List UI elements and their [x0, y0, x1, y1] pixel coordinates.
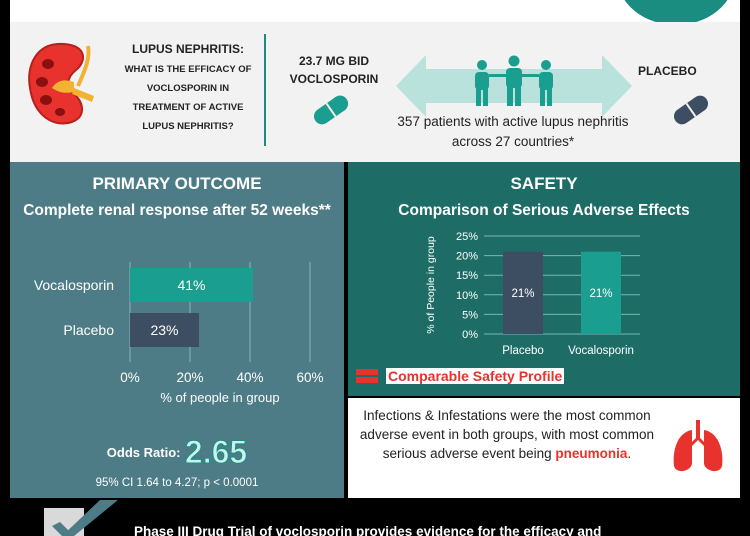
bar: [503, 251, 543, 334]
footer: Phase III Drug Trial of voclosporin prov…: [10, 500, 740, 536]
odds-ratio-value: 2.65: [184, 434, 248, 471]
primary-outcome-panel: PRIMARY OUTCOME Complete renal response …: [10, 162, 344, 498]
data-label: 21%: [511, 288, 534, 300]
data-label: 23%: [150, 322, 178, 338]
bar: [130, 313, 199, 347]
infections-text-after: .: [627, 446, 632, 461]
research-question: LUPUS NEPHRITIS: WHAT IS THE EFFICACY OF…: [118, 42, 258, 136]
primary-subtitle: Complete renal response after 52 weeks**: [23, 202, 331, 219]
header-divider: [264, 34, 266, 146]
x-tick-label: 60%: [296, 370, 323, 385]
pneumonia-highlight: pneumonia: [555, 446, 628, 461]
y-tick-label: 10%: [456, 290, 478, 302]
question-body: WHAT IS THE EFFICACY OF VOCLOSPORIN IN T…: [124, 64, 252, 132]
infections-text-before: Infections & Infestations were the most …: [359, 408, 655, 461]
x-tick-label: 40%: [236, 370, 263, 385]
patients-text: 357 patients with active lupus nephritis…: [397, 114, 629, 149]
infections-panel: Infections & Infestations were the most …: [348, 398, 740, 498]
data-label: 21%: [589, 288, 612, 300]
y-tick-label: 20%: [456, 251, 478, 263]
bar: [130, 268, 253, 302]
top-strip: [10, 0, 740, 22]
comparison-arrow-icon: [396, 55, 632, 117]
bar: [581, 251, 621, 334]
x-tick-label: 20%: [176, 370, 203, 385]
equals-icon: [356, 369, 378, 383]
x-axis-title: % of people in group: [160, 390, 279, 405]
drug-label: 23.7 MG BID VOCLOSPORIN: [289, 54, 379, 86]
confidence-interval: 95% CI 1.64 to 4.27; p < 0.0001: [95, 477, 259, 489]
checkmark-icon: [44, 500, 118, 536]
odds-ratio: Odds Ratio: 2.65: [10, 434, 344, 471]
header-panel: LUPUS NEPHRITIS: WHAT IS THE EFFICACY OF…: [10, 22, 740, 162]
primary-outcome-chart: 0% 20% 40% 60% Vocalosporin 41% Placebo 23% % of…: [34, 262, 324, 405]
comparable-safety: Comparable Safety Profile: [356, 368, 565, 384]
data-label: 41%: [177, 277, 205, 293]
category-label: Vocalosporin: [568, 345, 634, 357]
y-axis-title: % of People in group: [425, 236, 437, 334]
safety-subtitle: Comparison of Serious Adverse Effects: [398, 202, 690, 219]
footer-text: Phase III Drug Trial of voclosporin prov…: [134, 524, 602, 536]
primary-title: PRIMARY OUTCOME: [92, 174, 262, 193]
teal-pill-icon: [313, 95, 349, 125]
category-label: Placebo: [502, 345, 544, 357]
lungs-icon: [673, 420, 723, 472]
kidney-icon: [28, 42, 94, 125]
y-tick-label: 15%: [456, 270, 478, 282]
safety-title: SAFETY: [510, 174, 578, 193]
question-title: LUPUS NEPHRITIS:: [131, 42, 244, 56]
placebo-label: PLACEBO: [638, 64, 697, 78]
people-icon: [475, 55, 553, 106]
comparable-safety-text: Comparable Safety Profile: [386, 368, 565, 384]
category-label: Vocalosporin: [34, 277, 114, 293]
x-tick-label: 0%: [120, 370, 140, 385]
y-tick-label: 0%: [462, 329, 478, 341]
odds-ratio-label: Odds Ratio:: [106, 445, 181, 460]
y-tick-label: 5%: [462, 309, 478, 321]
grey-pill-icon: [673, 95, 709, 125]
safety-panel: SAFETY Comparison of Serious Adverse Eff…: [348, 162, 740, 396]
safety-chart: 0% 5% 10% 15% 20% 25% 21% Placebo 21% Vocalospori…: [425, 231, 640, 357]
category-label: Placebo: [63, 322, 114, 338]
y-tick-label: 25%: [456, 231, 478, 243]
infections-text: Infections & Infestations were the most …: [358, 406, 656, 463]
